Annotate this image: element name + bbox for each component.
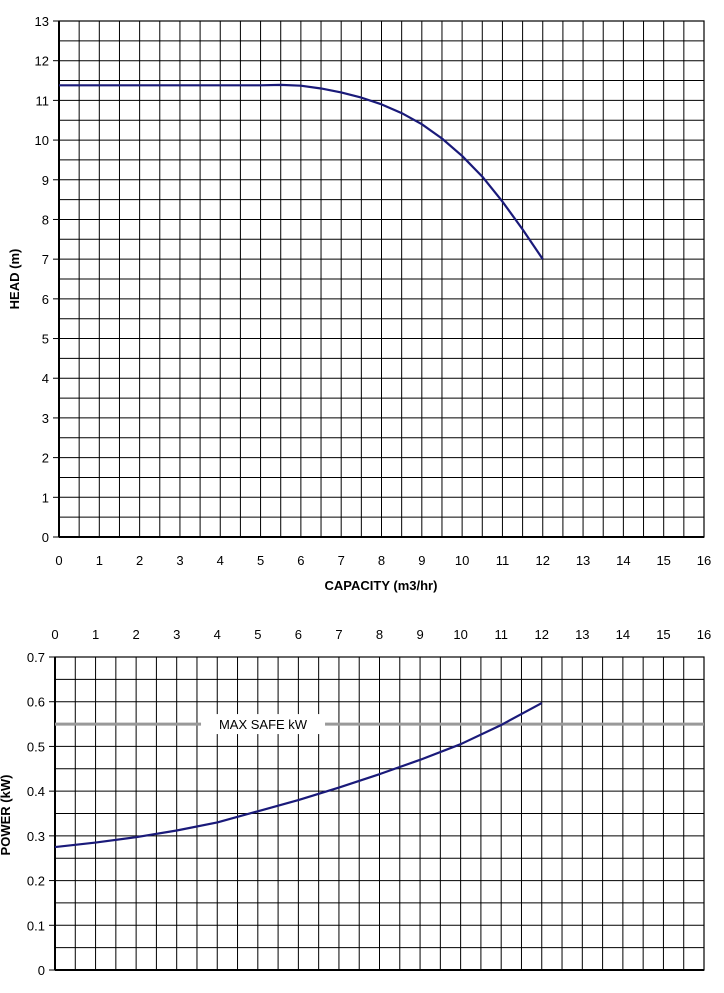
power-x-tick-label: 2 xyxy=(133,627,140,642)
power-chart-reference: MAX SAFE kW xyxy=(55,714,704,735)
head-x-tick-label: 5 xyxy=(257,553,264,568)
head-y-tick-label: 10 xyxy=(35,133,49,148)
head-y-tick-label: 3 xyxy=(42,411,49,426)
head-chart-y-axis-title: HEAD (m) xyxy=(7,249,22,310)
head-y-tick-label: 8 xyxy=(42,212,49,227)
power-y-tick-label: 0.1 xyxy=(27,918,45,933)
max-safe-kw-label: MAX SAFE kW xyxy=(219,717,308,732)
power-x-tick-label: 1 xyxy=(92,627,99,642)
head-x-tick-label: 4 xyxy=(217,553,224,568)
head-y-tick-label: 0 xyxy=(42,530,49,545)
head-x-tick-label: 14 xyxy=(616,553,630,568)
power-x-tick-label: 7 xyxy=(335,627,342,642)
power-y-tick-label: 0.4 xyxy=(27,784,45,799)
power-y-tick-label: 0 xyxy=(38,963,45,978)
power-x-tick-label: 0 xyxy=(51,627,58,642)
head-chart-x-axis-title: CAPACITY (m3/hr) xyxy=(325,578,438,593)
power-x-tick-label: 15 xyxy=(656,627,670,642)
power-y-tick-label: 0.7 xyxy=(27,650,45,665)
head-x-tick-label: 15 xyxy=(656,553,670,568)
head-x-tick-label: 6 xyxy=(297,553,304,568)
head-y-tick-label: 2 xyxy=(42,451,49,466)
power-y-tick-label: 0.3 xyxy=(27,829,45,844)
head-x-tick-label: 3 xyxy=(176,553,183,568)
head-y-tick-label: 11 xyxy=(36,93,50,108)
power-x-tick-label: 9 xyxy=(416,627,423,642)
head-x-tick-label: 9 xyxy=(418,553,425,568)
head-x-tick-label: 16 xyxy=(697,553,711,568)
head-chart-grid xyxy=(58,20,705,538)
power-x-tick-label: 12 xyxy=(535,627,549,642)
power-y-tick-label: 0.5 xyxy=(27,739,45,754)
head-y-tick-label: 13 xyxy=(35,14,49,29)
power-chart-y-axis-title: POWER (kW) xyxy=(0,775,13,856)
head-y-tick-label: 5 xyxy=(42,332,49,347)
power-x-tick-label: 11 xyxy=(494,627,508,642)
power-x-tick-label: 14 xyxy=(616,627,630,642)
head-x-tick-label: 10 xyxy=(455,553,469,568)
head-x-tick-label: 12 xyxy=(536,553,550,568)
power-chart-series xyxy=(54,702,543,849)
head-x-tick-label: 13 xyxy=(576,553,590,568)
head-x-tick-label: 7 xyxy=(338,553,345,568)
head-x-tick-label: 8 xyxy=(378,553,385,568)
max-safe-kw-label-background xyxy=(201,714,326,735)
head-x-tick-label: 2 xyxy=(136,553,143,568)
power-chart-grid xyxy=(54,656,705,971)
head-x-tick-label: 1 xyxy=(96,553,103,568)
head-y-tick-label: 6 xyxy=(42,292,49,307)
power-x-tick-label: 6 xyxy=(295,627,302,642)
head-x-tick-label: 11 xyxy=(496,553,510,568)
head-x-tick-label: 0 xyxy=(55,553,62,568)
power-x-tick-label: 8 xyxy=(376,627,383,642)
power-x-tick-label: 3 xyxy=(173,627,180,642)
power-curve xyxy=(54,702,543,849)
head-curve xyxy=(59,83,544,260)
head-y-tick-label: 12 xyxy=(35,54,49,69)
power-y-tick-label: 0.6 xyxy=(27,695,45,710)
power-x-tick-label: 16 xyxy=(697,627,711,642)
head-y-tick-label: 7 xyxy=(42,252,49,267)
head-chart-series xyxy=(59,83,544,260)
head-y-tick-label: 9 xyxy=(42,173,49,188)
power-x-tick-label: 13 xyxy=(575,627,589,642)
power-y-tick-label: 0.2 xyxy=(27,874,45,889)
head-y-tick-label: 1 xyxy=(42,490,49,505)
power-x-tick-label: 10 xyxy=(453,627,467,642)
power-chart-ticks: 00.10.20.30.40.50.60.70 1 2 3 4 5 6 7 8 9 10 11 12 13… xyxy=(27,627,711,978)
head-y-tick-label: 4 xyxy=(42,371,49,386)
power-capacity-chart: MAX SAFE kW 00.10.20.30.40.50.60.70 1 2 3 4 5… xyxy=(0,627,711,978)
power-x-tick-label: 4 xyxy=(214,627,221,642)
power-x-tick-label: 5 xyxy=(254,627,261,642)
